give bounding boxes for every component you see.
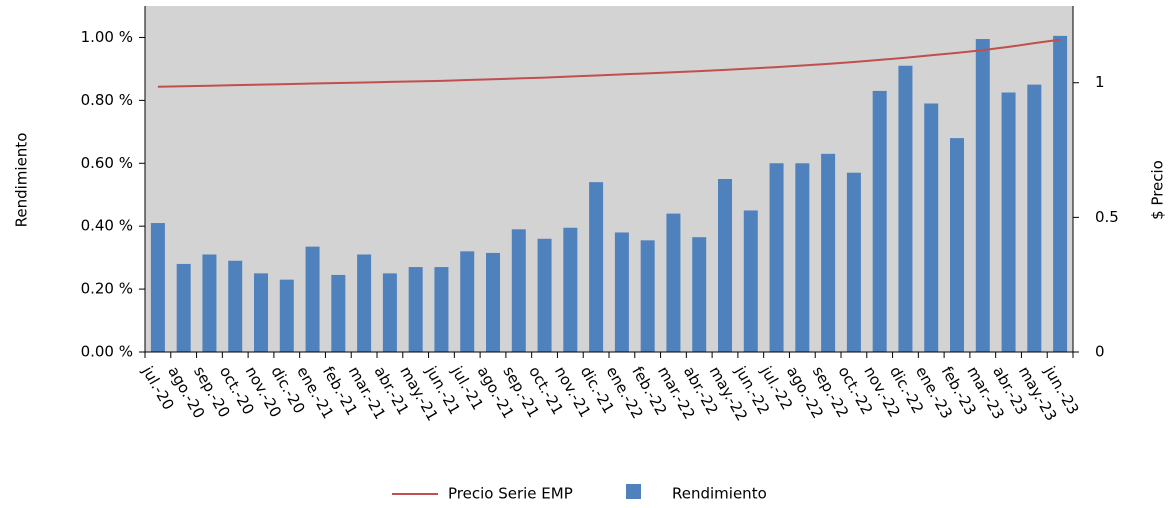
bar [434,267,449,352]
y-tick-label: 1.00 % [81,28,133,46]
y-tick-label: 0.60 % [81,154,133,172]
bar [614,232,629,352]
bar [769,163,784,352]
y-axis-label: Rendimiento [13,133,31,228]
bar [743,210,758,352]
bar [1027,84,1042,353]
line [157,38,1061,88]
y-tick-label: 0.40 % [81,217,133,235]
bar [1053,35,1068,353]
bar [563,227,578,352]
legend-label: Precio Serie EMP [448,485,573,503]
y-tick-label: 0.80 % [81,91,133,109]
bar [718,179,732,352]
bar [846,172,861,352]
bar [795,163,810,352]
bar [331,274,346,352]
legend-label: Rendimiento [672,485,767,503]
bar [872,90,887,352]
plot-area [145,6,1073,352]
y2-tick-label: 0.5 [1095,208,1119,226]
bar [228,260,243,352]
bar [486,252,500,352]
bar [975,39,990,352]
bar [1001,92,1016,352]
bar [821,153,836,352]
bar [382,273,397,352]
bar [460,251,475,352]
legend-swatch [626,484,641,499]
y-tick-label: 0.20 % [81,280,133,298]
bar [950,138,964,352]
bar [176,263,191,352]
bar [254,273,268,352]
bar [589,182,604,352]
bar [150,223,165,352]
bar [408,267,423,352]
bar [898,65,913,352]
bar [666,213,681,352]
y-tick-label: 0.00 % [81,343,133,361]
bar [924,103,939,352]
y2-tick-label: 0 [1095,343,1105,361]
bar [305,246,320,352]
bar [640,240,655,352]
bar [537,238,552,352]
y2-axis-label: $ Precio [1149,160,1167,220]
bar [511,229,526,352]
bar [357,254,372,352]
bar [279,279,294,352]
bar [692,237,707,352]
y2-tick-label: 1 [1095,73,1105,91]
bar [202,254,217,352]
